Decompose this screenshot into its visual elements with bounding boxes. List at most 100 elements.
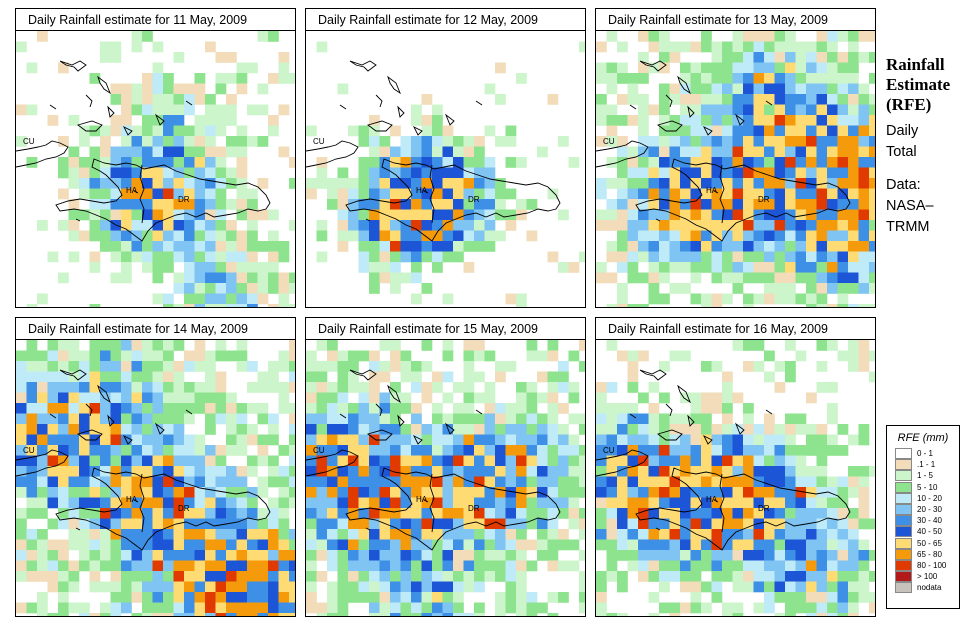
- rainfall-cell: [453, 508, 464, 519]
- rainfall-cell: [627, 94, 639, 105]
- rainfall-cell: [215, 125, 227, 137]
- rainfall-cell: [743, 413, 754, 425]
- rainfall-cell: [247, 220, 258, 231]
- rainfall-cell: [390, 497, 401, 509]
- rainfall-cell: [400, 592, 412, 603]
- rainfall-cell: [806, 476, 817, 488]
- rainfall-cell: [337, 350, 349, 362]
- rainfall-cell: [306, 403, 317, 414]
- rainfall-cell: [142, 83, 153, 95]
- rainfall-cell: [131, 497, 143, 509]
- rainfall-cell: [669, 350, 681, 362]
- rainfall-cell: [173, 178, 185, 189]
- rainfall-cell: [442, 413, 454, 425]
- rainfall-cell: [421, 613, 433, 616]
- rainfall-cell: [215, 157, 227, 168]
- rainfall-cell: [795, 230, 807, 242]
- rainfall-cell: [173, 199, 185, 210]
- rainfall-cell: [432, 136, 443, 147]
- rainfall-cell: [236, 361, 248, 372]
- rainfall-cell: [764, 73, 775, 84]
- haiti-dr-border: [139, 473, 145, 533]
- rainfall-cell: [453, 518, 464, 530]
- rainfall-cell: [753, 115, 765, 126]
- bahamas-island-outline: [185, 409, 193, 415]
- rainfall-cell: [484, 508, 496, 519]
- rainfall-cell: [247, 434, 258, 446]
- rainfall-cell: [442, 392, 454, 404]
- rainfall-cell: [226, 304, 237, 307]
- rainfall-cell: [690, 241, 702, 252]
- rainfall-cell: [306, 560, 317, 572]
- rainfall-cell: [327, 560, 338, 572]
- rainfall-cell: [100, 497, 111, 509]
- rainfall-cell: [400, 497, 412, 509]
- rainfall-cell: [516, 592, 527, 603]
- rainfall-cell: [358, 476, 370, 488]
- rainfall-cell: [568, 560, 580, 572]
- rainfall-cell: [79, 209, 90, 221]
- rainfall-cell: [173, 560, 185, 572]
- rainfall-cell: [110, 41, 122, 53]
- rainfall-cell: [743, 115, 754, 126]
- rainfall-cell: [690, 209, 702, 221]
- rainfall-cell: [131, 136, 143, 147]
- rainfall-cell: [411, 424, 422, 435]
- rainfall-cell: [827, 31, 838, 42]
- rainfall-cell: [627, 146, 639, 158]
- rainfall-cell: [795, 571, 807, 582]
- rainfall-cell: [722, 241, 733, 252]
- rainfall-cell: [205, 146, 216, 158]
- rainfall-cell: [785, 361, 796, 372]
- rainfall-cell: [764, 136, 775, 147]
- rainfall-cell: [316, 403, 328, 414]
- rainfall-cell: [26, 487, 38, 498]
- data-source: Data: NASA– TRMM: [886, 175, 968, 238]
- rainfall-cell: [474, 581, 485, 593]
- rainfall-cell: [58, 403, 69, 414]
- rainfall-cell: [47, 581, 59, 593]
- rainfall-cell: [690, 434, 702, 446]
- rainfall-cell: [110, 476, 122, 488]
- rainfall-cell: [722, 382, 733, 393]
- rainfall-cell: [606, 434, 618, 446]
- rainfall-cell: [121, 560, 132, 572]
- rainfall-cell: [205, 272, 216, 284]
- rainfall-cell: [278, 403, 290, 414]
- rainfall-cell: [100, 209, 111, 221]
- bahamas-island-outline: [367, 120, 393, 132]
- rainfall-cell: [711, 188, 723, 200]
- rainfall-cell: [327, 340, 338, 351]
- rainfall-cell: [432, 115, 443, 126]
- rainfall-cell: [638, 550, 649, 561]
- rainfall-cell: [743, 340, 754, 351]
- rainfall-cell: [474, 497, 485, 509]
- rainfall-cell: [764, 592, 775, 603]
- rainfall-cell: [648, 230, 660, 242]
- rainfall-cell: [348, 581, 359, 593]
- rainfall-cell: [26, 602, 38, 614]
- rainfall-cell: [690, 157, 702, 168]
- rainfall-cell: [110, 94, 122, 105]
- rainfall-cell: [669, 167, 681, 179]
- rainfall-cell: [627, 371, 639, 383]
- rainfall-cell: [16, 392, 27, 404]
- rainfall-cell: [484, 199, 496, 210]
- rainfall-cell: [680, 157, 691, 168]
- rainfall-cell: [638, 199, 649, 210]
- rainfall-cell: [194, 382, 206, 393]
- rainfall-cell: [816, 382, 828, 393]
- rainfall-cell: [247, 455, 258, 467]
- hispaniola-coastline: [345, 158, 561, 242]
- rainfall-cell: [400, 209, 412, 221]
- rainfall-cell: [579, 581, 585, 593]
- rainfall-cell: [142, 508, 153, 519]
- rainfall-cell: [268, 529, 279, 540]
- rainfall-cell: [173, 167, 185, 179]
- rainfall-cell: [785, 62, 796, 74]
- rainfall-cell: [627, 413, 639, 425]
- rainfall-cell: [785, 31, 796, 42]
- rainfall-cell: [785, 199, 796, 210]
